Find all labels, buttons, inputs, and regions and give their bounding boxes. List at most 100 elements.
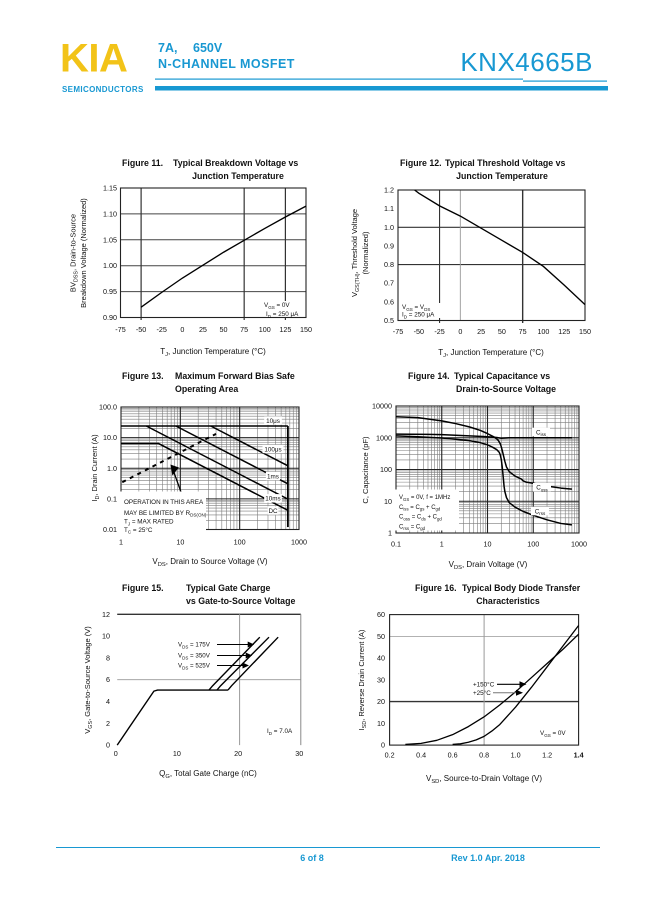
svg-text:1.2: 1.2 — [542, 751, 552, 760]
svg-text:0.7: 0.7 — [384, 279, 394, 288]
svg-text:10: 10 — [102, 632, 110, 641]
svg-text:60: 60 — [377, 610, 385, 619]
svg-text:1: 1 — [440, 540, 444, 549]
svg-text:-25: -25 — [434, 327, 444, 336]
svg-text:75: 75 — [240, 325, 248, 334]
svg-text:QG​, Total Gate Charge (nC): QG​, Total Gate Charge (nC) — [159, 769, 257, 780]
svg-text:VGS​ = 0V: VGS​ = 0V — [540, 730, 566, 738]
svg-text:8: 8 — [106, 653, 110, 662]
svg-text:1: 1 — [119, 538, 123, 547]
svg-text:BVDSS​, Drain-to-Source: BVDSS​, Drain-to-Source — [69, 214, 80, 292]
svg-text:50: 50 — [377, 632, 385, 641]
svg-text:1.2: 1.2 — [384, 186, 394, 195]
svg-text:0: 0 — [180, 325, 184, 334]
svg-text:20: 20 — [234, 749, 242, 758]
svg-text:Maximum Forward Bias Safe: Maximum Forward Bias Safe — [175, 371, 295, 381]
svg-text:VGS​, Gate-to-Source Voltage (: VGS​, Gate-to-Source Voltage (V) — [83, 626, 94, 734]
svg-text:ISD​, Reverse Drain Current (A: ISD​, Reverse Drain Current (A) — [357, 629, 368, 730]
svg-text:100: 100 — [380, 465, 392, 474]
svg-text:VDS​ = 525V: VDS​ = 525V — [178, 663, 211, 671]
svg-text:0: 0 — [458, 327, 462, 336]
svg-text:Typical Breakdown Voltage vs: Typical Breakdown Voltage vs — [173, 158, 298, 168]
svg-text:Figure 13.: Figure 13. — [122, 371, 164, 381]
svg-text:C, Capacitance (pF): C, Capacitance (pF) — [361, 436, 370, 504]
svg-text:10: 10 — [484, 540, 492, 549]
svg-text:6 of 8: 6 of 8 — [300, 853, 324, 863]
svg-text:100: 100 — [527, 540, 539, 549]
svg-text:125: 125 — [279, 325, 291, 334]
svg-text:VSD​, Source-to-Drain Voltage: VSD​, Source-to-Drain Voltage (V) — [426, 774, 542, 785]
svg-text:125: 125 — [558, 327, 570, 336]
svg-text:150: 150 — [579, 327, 591, 336]
svg-text:0.6: 0.6 — [448, 751, 458, 760]
svg-text:Typical Capacitance vs: Typical Capacitance vs — [454, 371, 550, 381]
svg-text:Typical Body Diode Transfer: Typical Body Diode Transfer — [462, 583, 581, 593]
svg-text:Drain-to-Source Voltage: Drain-to-Source Voltage — [456, 384, 556, 394]
svg-text:(Normalized): (Normalized) — [361, 231, 370, 274]
svg-text:TJ​ = MAX RATED: TJ​ = MAX RATED — [124, 519, 174, 527]
svg-text:0.95: 0.95 — [103, 287, 117, 296]
svg-text:1.05: 1.05 — [103, 235, 117, 244]
svg-text:VGS​ = 0V, f = 1MHz: VGS​ = 0V, f = 1MHz — [399, 495, 450, 502]
svg-text:0.90: 0.90 — [103, 313, 117, 322]
svg-text:4: 4 — [106, 697, 110, 706]
svg-text:KIA: KIA — [60, 37, 127, 81]
svg-text:1.0: 1.0 — [511, 751, 521, 760]
svg-text:VDS​, Drain Voltage (V): VDS​, Drain Voltage (V) — [449, 560, 528, 571]
svg-text:0.9: 0.9 — [384, 241, 394, 250]
svg-text:Figure 14.: Figure 14. — [408, 371, 450, 381]
svg-text:Ciss​: Ciss​ — [536, 429, 547, 437]
svg-text:TJ​, Junction Temperature (°C): TJ​, Junction Temperature (°C) — [160, 347, 266, 358]
svg-text:0.8: 0.8 — [384, 260, 394, 269]
svg-text:Crss​: Crss​ — [535, 508, 546, 516]
svg-text:0.4: 0.4 — [416, 751, 426, 760]
svg-text:1000: 1000 — [571, 540, 587, 549]
svg-text:DC: DC — [268, 508, 278, 515]
svg-text:VGS​ = VDS​: VGS​ = VDS​ — [402, 304, 430, 312]
svg-text:100.0: 100.0 — [99, 403, 117, 412]
svg-text:Figure 16.: Figure 16. — [415, 583, 457, 593]
svg-text:0: 0 — [114, 749, 118, 758]
svg-text:+25°C: +25°C — [473, 689, 491, 697]
svg-text:VGS​ = 0V: VGS​ = 0V — [264, 302, 290, 310]
svg-text:VGS(TH)​, Threshold Voltage: VGS(TH)​, Threshold Voltage — [350, 209, 361, 297]
svg-text:2: 2 — [106, 719, 110, 728]
svg-text:25: 25 — [477, 327, 485, 336]
svg-text:650V: 650V — [193, 41, 223, 55]
svg-text:MAY BE LIMITED BY RDS(ON)​: MAY BE LIMITED BY RDS(ON)​ — [124, 510, 207, 518]
svg-text:10.0: 10.0 — [103, 433, 117, 442]
svg-text:30: 30 — [295, 749, 303, 758]
svg-text:1000: 1000 — [376, 433, 392, 442]
svg-text:TC​ = 25°C: TC​ = 25°C — [124, 526, 153, 535]
svg-text:100: 100 — [259, 325, 271, 334]
svg-text:VDS​, Drain to Source Voltage: VDS​, Drain to Source Voltage (V) — [152, 557, 268, 568]
svg-text:Figure 11.: Figure 11. — [122, 158, 163, 168]
svg-text:-25: -25 — [157, 325, 167, 334]
svg-text:N-CHANNEL MOSFET: N-CHANNEL MOSFET — [158, 57, 295, 71]
svg-text:-75: -75 — [115, 325, 125, 334]
svg-text:-75: -75 — [393, 327, 403, 336]
svg-text:30: 30 — [377, 675, 385, 684]
svg-text:0: 0 — [381, 741, 385, 750]
svg-text:10: 10 — [173, 749, 181, 758]
svg-text:1.1: 1.1 — [384, 204, 394, 213]
svg-text:1ms: 1ms — [267, 473, 279, 480]
svg-text:Coss​ = Cds​ + Cgd​: Coss​ = Cds​ + Cgd​ — [399, 515, 442, 522]
svg-text:1.4: 1.4 — [574, 751, 584, 760]
svg-text:0.1: 0.1 — [107, 494, 117, 503]
svg-text:Figure 12.: Figure 12. — [400, 158, 442, 168]
svg-text:Rev 1.0 Apr. 2018: Rev 1.0 Apr. 2018 — [451, 853, 525, 863]
svg-text:ID​ = 250 μA: ID​ = 250 μA — [402, 312, 435, 320]
svg-text:100: 100 — [537, 327, 549, 336]
svg-text:10μs: 10μs — [266, 418, 280, 425]
svg-text:1: 1 — [388, 529, 392, 538]
svg-text:0: 0 — [106, 741, 110, 750]
svg-text:VDS​ = 175V: VDS​ = 175V — [178, 642, 211, 650]
svg-text:vs Gate-to-Source Voltage: vs Gate-to-Source Voltage — [186, 596, 295, 606]
svg-text:SEMICONDUCTORS: SEMICONDUCTORS — [62, 85, 144, 94]
svg-text:1.00: 1.00 — [103, 261, 117, 270]
svg-text:VDS​ = 350V: VDS​ = 350V — [178, 653, 211, 661]
svg-text:10: 10 — [384, 497, 392, 506]
svg-text:Typical Threshold Voltage vs: Typical Threshold Voltage vs — [445, 158, 566, 168]
svg-text:0.6: 0.6 — [384, 297, 394, 306]
